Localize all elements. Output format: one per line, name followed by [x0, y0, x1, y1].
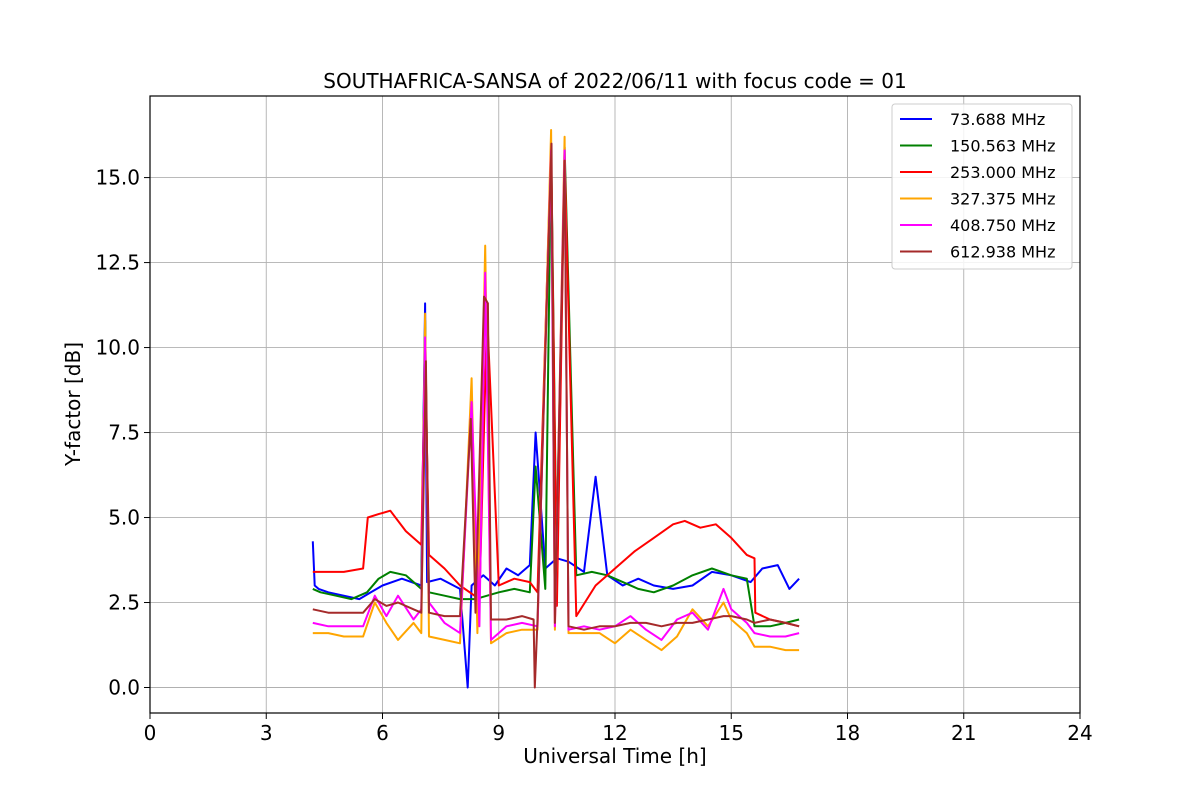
legend-box: [891, 103, 1073, 270]
legend-label-1: 150.563 MHz: [950, 137, 1055, 156]
x-tick-label: 15: [719, 721, 744, 745]
y-tick-label: 10.0: [95, 336, 140, 360]
y-tick-label: 7.5: [108, 421, 140, 445]
chart-title: SOUTHAFRICA-SANSA of 2022/06/11 with foc…: [323, 69, 907, 93]
y-tick-label: 12.5: [95, 251, 140, 275]
y-tick-label: 0.0: [108, 676, 140, 700]
legend: 73.688 MHz 150.563 MHz 253.000 MHz 327.375 …: [891, 103, 1073, 270]
x-tick-label: 24: [1067, 721, 1092, 745]
legend-label-5: 612.938 MHz: [950, 243, 1055, 262]
y-tick-label: 2.5: [108, 591, 140, 615]
x-axis-ticks: 0 3 6 9 12 15 18 21 24: [144, 713, 1093, 745]
x-tick-label: 18: [835, 721, 860, 745]
x-tick-label: 6: [376, 721, 389, 745]
y-axis-ticks: 0.0 2.5 5.0 7.5 10.0 12.5 15.0: [95, 166, 150, 700]
legend-label-3: 327.375 MHz: [950, 190, 1055, 209]
y-axis-label: Y-factor [dB]: [61, 342, 85, 467]
legend-label-0: 73.688 MHz: [950, 110, 1045, 129]
x-tick-label: 0: [144, 721, 157, 745]
x-tick-label: 12: [602, 721, 627, 745]
x-tick-label: 3: [260, 721, 273, 745]
y-tick-label: 5.0: [108, 506, 140, 530]
x-tick-label: 9: [492, 721, 505, 745]
x-axis-label: Universal Time [h]: [523, 744, 706, 768]
series-line-5: [312, 142, 800, 689]
legend-label-2: 253.000 MHz: [950, 163, 1055, 182]
y-tick-label: 15.0: [95, 166, 140, 190]
series-line-0: [311, 302, 800, 689]
series-group: [311, 129, 800, 689]
legend-label-4: 408.750 MHz: [950, 216, 1055, 235]
x-tick-label: 21: [951, 721, 976, 745]
